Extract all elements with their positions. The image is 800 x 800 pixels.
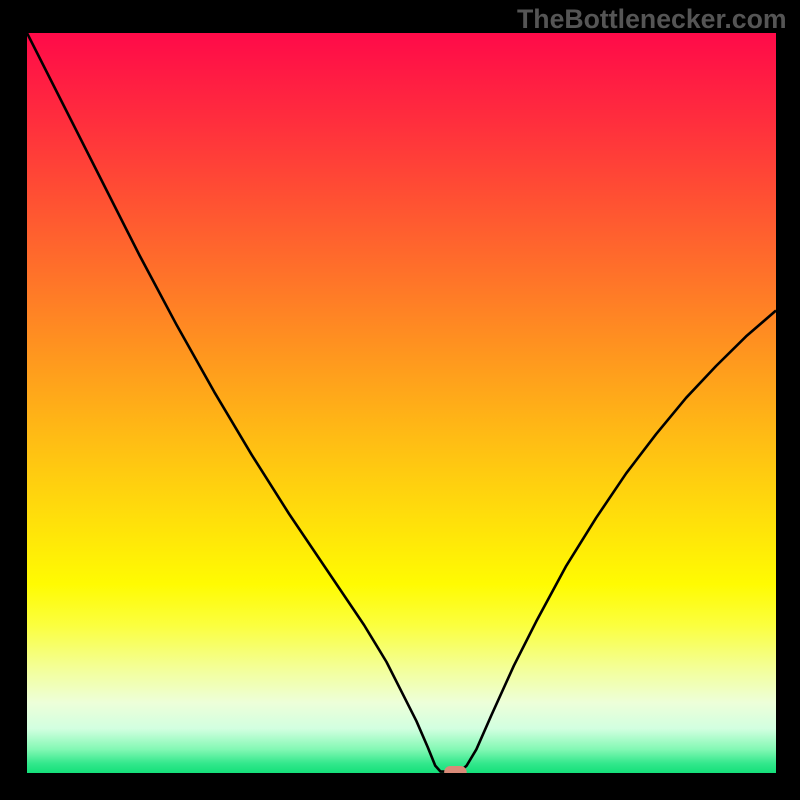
chart-frame: TheBottlenecker.com <box>0 0 800 800</box>
chart-svg <box>27 33 776 773</box>
plot-area <box>27 33 776 773</box>
optimal-marker <box>444 766 466 773</box>
gradient-background <box>27 33 776 773</box>
watermark-text: TheBottlenecker.com <box>517 4 787 35</box>
